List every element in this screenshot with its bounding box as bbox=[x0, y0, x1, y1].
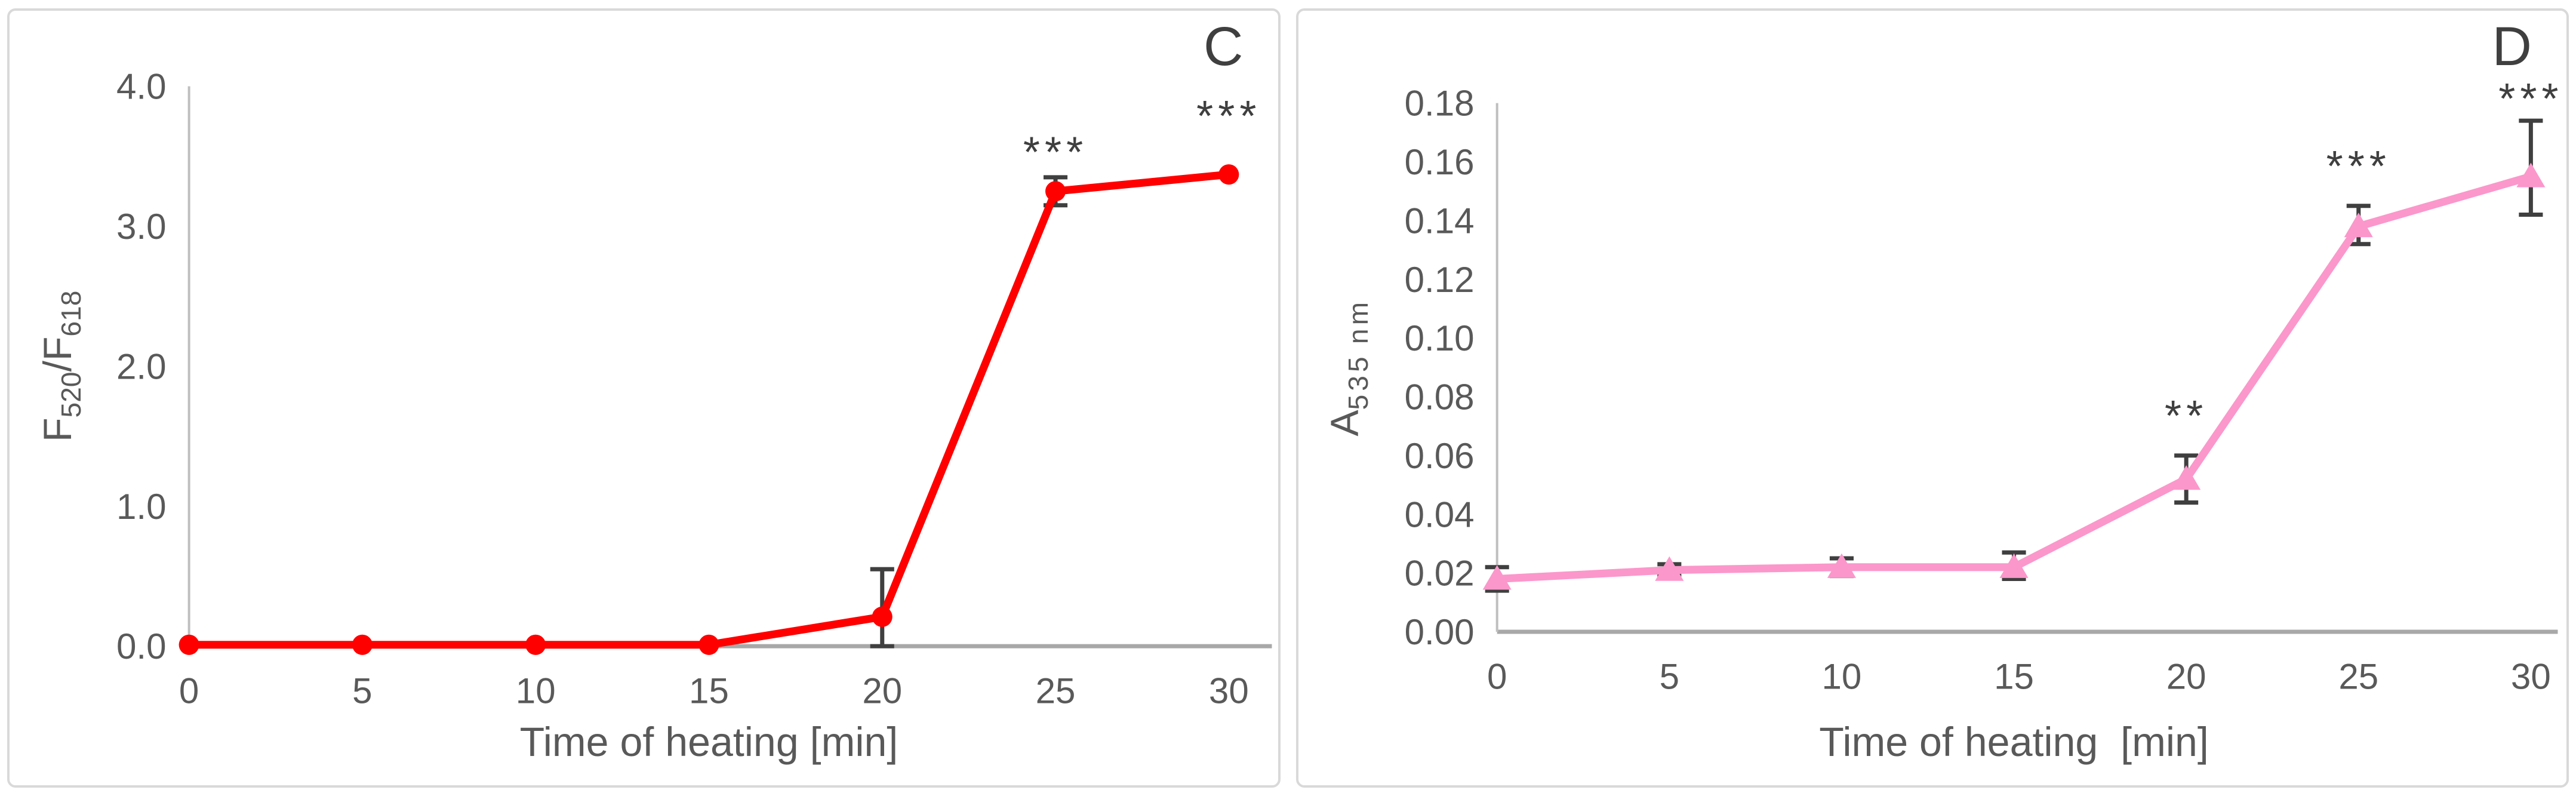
data-point-marker bbox=[1654, 556, 1684, 581]
y-axis-title-subscript: 535 nm bbox=[1343, 299, 1374, 410]
data-point-marker bbox=[872, 606, 892, 627]
y-tick-label: 3.0 bbox=[116, 207, 167, 247]
y-tick-label: 0.14 bbox=[1404, 201, 1474, 241]
significance-stars: *** bbox=[1196, 93, 1261, 140]
y-tick-label: 0.18 bbox=[1404, 84, 1474, 124]
x-axis-title: Time of heating [min] bbox=[1819, 720, 2209, 765]
y-tick-label: 4.0 bbox=[116, 67, 167, 107]
x-tick-label: 10 bbox=[1821, 656, 1861, 696]
y-tick-label: 0.12 bbox=[1404, 260, 1474, 300]
data-point-marker bbox=[1045, 181, 1066, 202]
y-axis-title: A535 nm bbox=[1323, 299, 1374, 437]
chart-d: 0.00 0.02 0.04 0.06 0.08 0.10 0.12 0.14 0.16 0.18… bbox=[1323, 75, 2563, 765]
chart-c: 0.0 1.0 2.0 3.0 4.0 0 5 10 15 20 25 30 *** *** Time of… bbox=[36, 67, 1272, 765]
x-tick-label: 15 bbox=[1994, 656, 2034, 696]
panel-c: 0.0 1.0 2.0 3.0 4.0 0 5 10 15 20 25 30 *** *** Time of… bbox=[7, 8, 1281, 788]
x-tick-label: 30 bbox=[1209, 671, 1249, 711]
y-tick-label: 2.0 bbox=[116, 346, 167, 386]
y-axis-title-text: /F bbox=[36, 337, 80, 372]
data-point-marker bbox=[1827, 553, 1856, 578]
y-tick-label: 0.10 bbox=[1404, 318, 1474, 358]
y-tick-label: 0.02 bbox=[1404, 554, 1474, 594]
data-point-marker bbox=[1482, 565, 1512, 590]
series-line bbox=[185, 170, 1233, 649]
y-tick-label: 0.0 bbox=[116, 626, 167, 666]
significance-stars: *** bbox=[2326, 143, 2390, 190]
x-tick-label: 20 bbox=[2166, 656, 2206, 696]
panel-d: 0.00 0.02 0.04 0.06 0.08 0.10 0.12 0.14 0.16 0.18… bbox=[1295, 8, 2569, 788]
data-point-marker bbox=[2516, 162, 2545, 188]
y-tick-label: 0.16 bbox=[1404, 142, 1474, 182]
significance-stars: *** bbox=[1023, 129, 1088, 177]
data-point-marker bbox=[2344, 213, 2373, 238]
x-tick-label: 10 bbox=[516, 671, 556, 711]
data-point-marker bbox=[525, 634, 546, 655]
y-tick-label: 0.06 bbox=[1404, 436, 1474, 476]
data-point-marker bbox=[698, 634, 719, 655]
x-tick-label: 15 bbox=[689, 671, 729, 711]
y-axis-title-subscript: 520 bbox=[56, 371, 87, 417]
y-tick-label: 0.08 bbox=[1404, 377, 1474, 417]
y-axis-title: F520/F618 bbox=[36, 291, 87, 442]
x-tick-label: 5 bbox=[352, 671, 372, 711]
data-point-marker bbox=[2171, 465, 2200, 490]
y-axis-title-text: A bbox=[1323, 410, 1367, 437]
panel-letter-d: D bbox=[2492, 16, 2532, 77]
data-point-marker bbox=[178, 634, 199, 655]
series-line bbox=[1492, 173, 2535, 583]
x-tick-label: 20 bbox=[862, 671, 902, 711]
y-axis-title-text: F bbox=[36, 418, 80, 442]
y-tick-label: 0.04 bbox=[1404, 494, 1474, 534]
significance-stars: ** bbox=[2165, 392, 2208, 440]
x-tick-label: 25 bbox=[2338, 656, 2378, 696]
x-tick-label: 0 bbox=[1486, 656, 1506, 696]
significance-stars: *** bbox=[2498, 75, 2563, 123]
x-tick-label: 30 bbox=[2510, 656, 2550, 696]
x-tick-label: 5 bbox=[1659, 656, 1679, 696]
panel-letter-c: C bbox=[1204, 16, 1244, 77]
y-tick-label: 0.00 bbox=[1404, 612, 1474, 652]
x-tick-label: 25 bbox=[1036, 671, 1076, 711]
x-axis-title: Time of heating [min] bbox=[520, 720, 898, 765]
y-axis-title-subscript: 618 bbox=[56, 291, 87, 337]
data-point-marker bbox=[1218, 164, 1239, 185]
data-point-marker bbox=[352, 634, 373, 655]
data-point-marker bbox=[1999, 553, 2029, 578]
y-tick-label: 1.0 bbox=[116, 487, 167, 527]
x-tick-label: 0 bbox=[179, 671, 199, 711]
